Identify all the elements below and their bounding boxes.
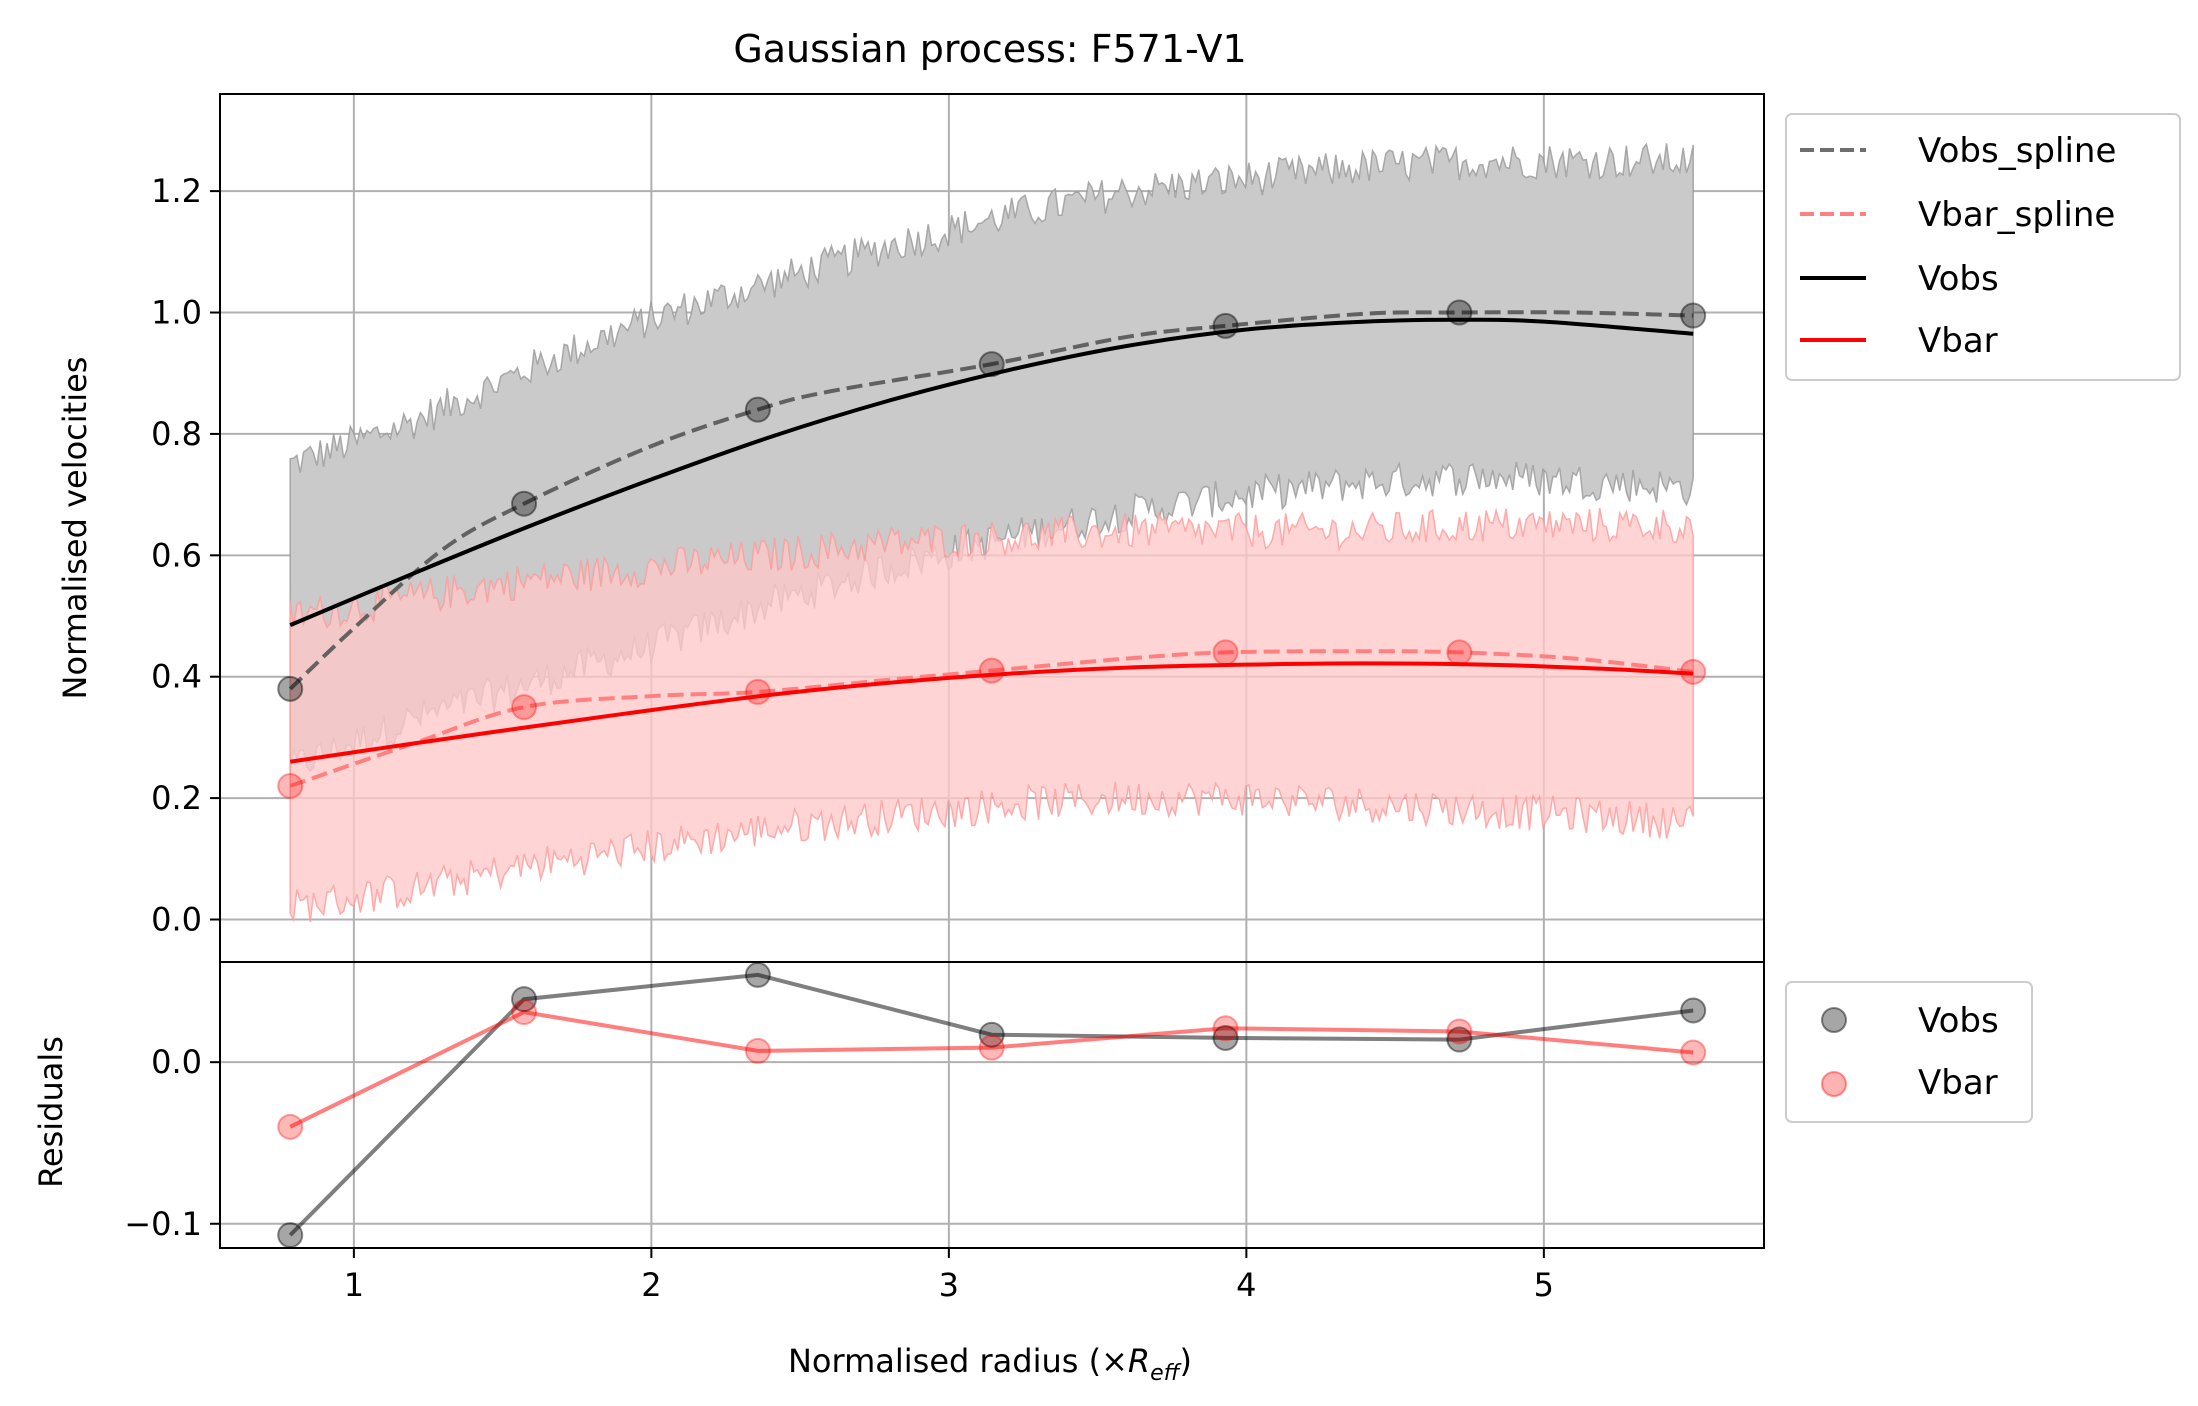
legend-label-vobs: Vobs: [1918, 259, 1999, 299]
x-axis-label-text: Normalised radius (×: [788, 1342, 1128, 1380]
band-vbar: [289, 507, 1694, 923]
bottom-xtick-label-1: 1: [344, 1266, 364, 1304]
legend-marker-vbar: [1821, 1071, 1847, 1097]
bottom-xtick-label-4: 4: [1236, 1266, 1256, 1304]
top-ytick-label-5: 0.8: [151, 415, 202, 453]
curve-vobs: [289, 317, 1694, 627]
legend-label-residual-vobs: Vobs: [1918, 1001, 1999, 1041]
point-vobs-6: [1446, 299, 1473, 326]
top-ytick-label-3: 0.4: [151, 658, 202, 696]
residual-point-vobs-2: [511, 986, 538, 1013]
legend-label-vbar-spline: Vbar_spline: [1918, 195, 2115, 235]
point-vobs-7: [1680, 302, 1707, 329]
residual-point-vbar-7: [1680, 1039, 1707, 1066]
point-vbar-3: [744, 678, 771, 705]
top-ytick-label-7: 1.2: [151, 172, 202, 210]
point-vobs-1: [277, 675, 304, 702]
bottom-x-ticks: 1 2 3 4 5: [344, 1248, 1554, 1304]
top-legend: Vobs_spline Vbar_spline Vobs Vbar: [1785, 113, 2181, 381]
top-legend-box: [1785, 113, 2181, 381]
point-vbar-5: [1212, 639, 1239, 666]
residual-point-vobs-4: [978, 1021, 1005, 1048]
residual-point-vbar-4: [978, 1034, 1005, 1061]
residual-point-vobs-6: [1446, 1026, 1473, 1053]
point-vbar-6: [1446, 639, 1473, 666]
legend-marker-vobs: [1821, 1007, 1847, 1033]
bottom-grid: [220, 962, 1764, 1248]
curve-vobs-spline: [288, 310, 1694, 691]
bottom-xtick-label-2: 2: [641, 1266, 661, 1304]
top-ytick-label-4: 0.6: [151, 536, 202, 574]
residual-lines: [288, 972, 1694, 1237]
bottom-xtick-label-3: 3: [939, 1266, 959, 1304]
curve-vbar: [289, 661, 1694, 764]
x-axis-label-close: ): [1180, 1342, 1192, 1380]
residual-point-vbar-1: [277, 1113, 304, 1140]
point-vobs-2: [511, 490, 538, 517]
curve-vbar-spline: [289, 649, 1694, 788]
x-axis-label: Normalised radius (×Reff): [788, 1342, 1192, 1386]
bottom-ytick-label-1: 0.0: [151, 1043, 202, 1081]
uncertainty-bands: [289, 142, 1694, 923]
top-y-ticks: 0.0 0.2 0.4 0.6 0.8 1.0 1.2: [151, 172, 220, 939]
velocity-points: [277, 299, 1707, 799]
x-axis-label-symbol: R: [1128, 1342, 1150, 1380]
top-ytick-label-2: 0.2: [151, 779, 202, 817]
point-vbar-1: [277, 772, 304, 799]
residual-line-vbar: [289, 1010, 1694, 1129]
residual-point-vbar-6: [1446, 1018, 1473, 1045]
top-ytick-label-1: 0.0: [151, 901, 202, 939]
top-y-axis-label: Normalised velocities: [56, 357, 94, 700]
residual-point-vbar-5: [1212, 1015, 1239, 1042]
point-vbar-4: [978, 657, 1005, 684]
residual-points: [277, 961, 1707, 1249]
point-vobs-4: [978, 351, 1005, 378]
legend-label-residual-vbar: Vbar: [1918, 1063, 1998, 1103]
point-vbar-2: [511, 694, 538, 721]
residual-point-vobs-3: [744, 961, 771, 988]
x-axis-label-subscript: eff: [1150, 1361, 1182, 1386]
residual-point-vobs-7: [1680, 997, 1707, 1024]
point-vbar-7: [1680, 658, 1707, 685]
residual-line-vobs: [288, 972, 1694, 1237]
residuals-panel: 0.0 −0.1 1 2 3 4 5 Residuals Normalised radiu…: [32, 961, 2033, 1386]
velocity-curves: [288, 310, 1694, 788]
residual-point-vobs-1: [277, 1222, 304, 1249]
point-vobs-3: [744, 396, 771, 423]
velocity-panel: Gaussian process: F571-V1 0.00.20.40.60.…: [56, 27, 2181, 963]
legend-label-vobs-spline: Vobs_spline: [1918, 131, 2116, 171]
chart-title: Gaussian process: F571-V1: [733, 27, 1246, 71]
bottom-xtick-label-5: 5: [1534, 1266, 1554, 1304]
residual-point-vbar-2: [511, 999, 538, 1026]
bottom-ytick-label-2: −0.1: [124, 1205, 202, 1243]
legend-label-vbar: Vbar: [1918, 321, 1998, 361]
bottom-y-ticks: 0.0 −0.1: [124, 1043, 220, 1243]
bottom-y-axis-label: Residuals: [32, 1036, 70, 1188]
residual-point-vbar-3: [744, 1037, 771, 1064]
bottom-legend-box: [1785, 981, 2033, 1123]
top-ytick-label-6: 1.0: [151, 294, 202, 332]
point-vobs-5: [1212, 312, 1239, 339]
bottom-legend: Vobs Vbar: [1785, 981, 2033, 1123]
residual-point-vobs-5: [1212, 1024, 1239, 1051]
bottom-axes-frame: [219, 961, 1765, 1249]
